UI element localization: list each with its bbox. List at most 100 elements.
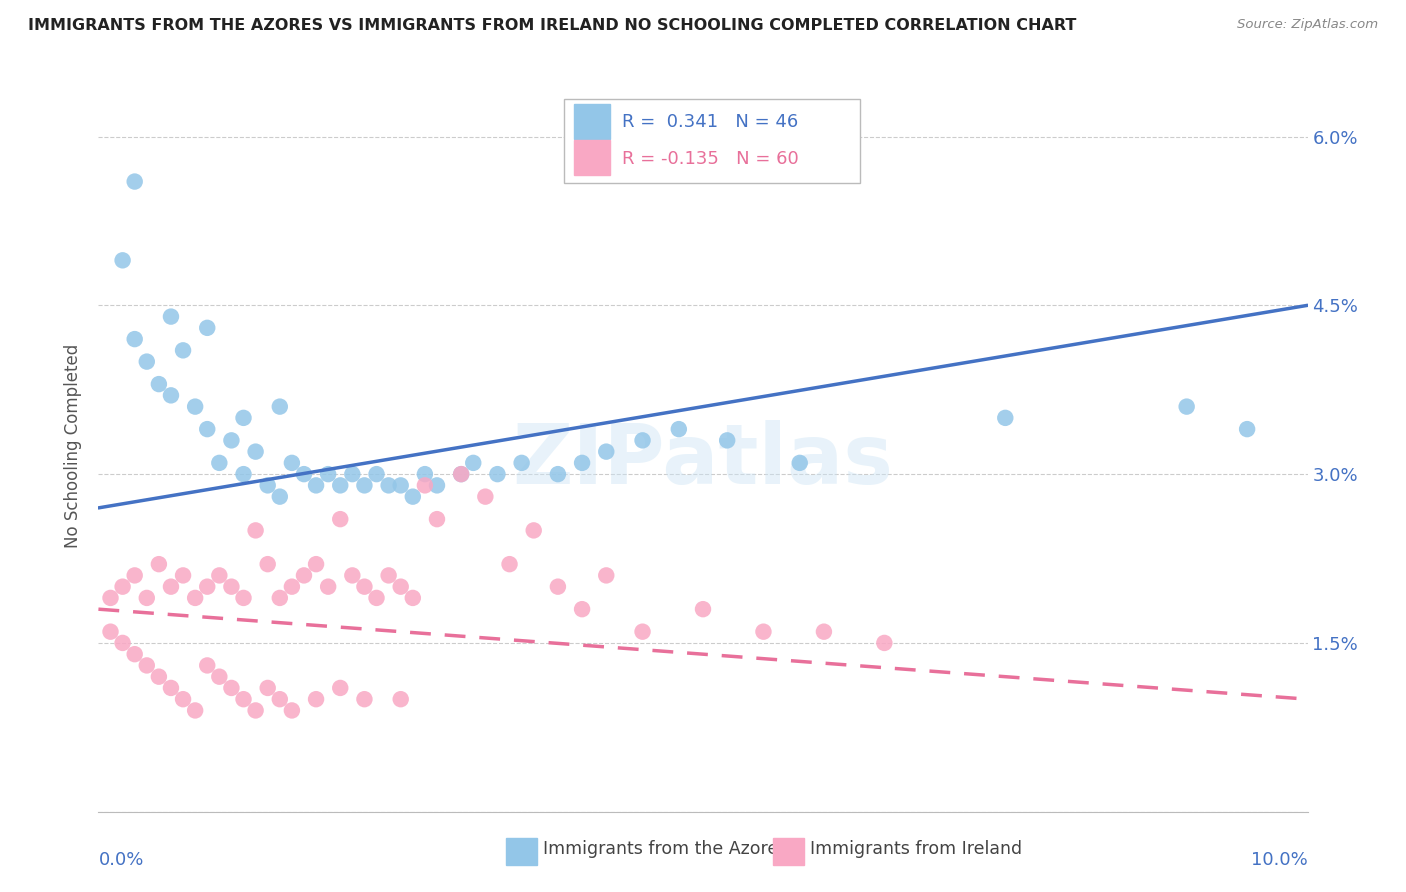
Point <box>463 456 485 470</box>
Point <box>292 467 315 482</box>
Point <box>342 568 364 582</box>
Point <box>111 636 134 650</box>
Point <box>547 580 569 594</box>
FancyBboxPatch shape <box>574 103 610 139</box>
Text: R = -0.135   N = 60: R = -0.135 N = 60 <box>621 150 799 168</box>
Point <box>595 568 617 582</box>
Point <box>595 444 617 458</box>
Point <box>148 670 170 684</box>
Point <box>305 557 328 571</box>
Point <box>571 456 593 470</box>
Point <box>402 591 425 605</box>
Text: Immigrants from Ireland: Immigrants from Ireland <box>810 840 1022 858</box>
Point <box>160 681 183 695</box>
Text: Source: ZipAtlas.com: Source: ZipAtlas.com <box>1237 18 1378 31</box>
Point <box>329 512 352 526</box>
Point <box>269 692 291 706</box>
Point <box>1236 422 1258 436</box>
Point <box>269 400 291 414</box>
Point <box>172 692 194 706</box>
Point <box>873 636 896 650</box>
Point <box>1175 400 1198 414</box>
Point <box>111 253 134 268</box>
Point <box>316 580 339 594</box>
Point <box>353 692 375 706</box>
Point <box>353 580 375 594</box>
FancyBboxPatch shape <box>564 99 860 183</box>
Point <box>256 681 278 695</box>
Point <box>498 557 520 571</box>
Point <box>184 591 207 605</box>
Point <box>245 444 267 458</box>
Point <box>316 467 339 482</box>
Point <box>413 478 436 492</box>
Point <box>160 388 183 402</box>
Point <box>195 658 218 673</box>
Point <box>353 478 375 492</box>
Point <box>232 410 254 425</box>
Point <box>184 703 207 717</box>
Point <box>450 467 472 482</box>
Point <box>269 490 291 504</box>
Point <box>366 591 388 605</box>
Point <box>172 568 194 582</box>
Point <box>305 478 328 492</box>
Point <box>281 580 304 594</box>
Point <box>160 310 183 324</box>
Point <box>329 478 352 492</box>
Text: 0.0%: 0.0% <box>98 851 143 869</box>
Point <box>195 580 218 594</box>
Point <box>510 456 533 470</box>
Point <box>208 670 231 684</box>
Point <box>426 512 449 526</box>
Point <box>208 456 231 470</box>
Point <box>124 568 146 582</box>
Text: Immigrants from the Azores: Immigrants from the Azores <box>543 840 787 858</box>
Y-axis label: No Schooling Completed: No Schooling Completed <box>65 344 83 548</box>
Point <box>100 591 122 605</box>
Point <box>148 557 170 571</box>
Point <box>100 624 122 639</box>
Point <box>281 703 304 717</box>
Point <box>148 377 170 392</box>
Point <box>631 624 654 639</box>
Point <box>402 490 425 504</box>
Point <box>208 568 231 582</box>
Point <box>547 467 569 482</box>
Point <box>486 467 509 482</box>
Point <box>426 478 449 492</box>
Point <box>305 692 328 706</box>
Point <box>389 692 412 706</box>
Point <box>668 422 690 436</box>
Point <box>292 568 315 582</box>
Point <box>752 624 775 639</box>
Point <box>221 681 243 695</box>
Point <box>813 624 835 639</box>
Point <box>160 580 183 594</box>
Point <box>450 467 472 482</box>
Point <box>124 647 146 661</box>
Point <box>221 434 243 448</box>
Point <box>135 354 157 368</box>
Point <box>571 602 593 616</box>
Point <box>281 456 304 470</box>
Point <box>195 321 218 335</box>
Point <box>195 422 218 436</box>
Text: IMMIGRANTS FROM THE AZORES VS IMMIGRANTS FROM IRELAND NO SCHOOLING COMPLETED COR: IMMIGRANTS FROM THE AZORES VS IMMIGRANTS… <box>28 18 1077 33</box>
Point <box>172 343 194 358</box>
Point <box>474 490 496 504</box>
Point <box>523 524 546 538</box>
Point <box>245 703 267 717</box>
Point <box>631 434 654 448</box>
Point <box>413 467 436 482</box>
Text: ZIPatlas: ZIPatlas <box>513 420 893 501</box>
Point <box>342 467 364 482</box>
Point <box>269 591 291 605</box>
Text: 10.0%: 10.0% <box>1251 851 1308 869</box>
Point <box>256 557 278 571</box>
Point <box>124 175 146 189</box>
Point <box>232 692 254 706</box>
Point <box>329 681 352 695</box>
Point <box>184 400 207 414</box>
Point <box>245 524 267 538</box>
